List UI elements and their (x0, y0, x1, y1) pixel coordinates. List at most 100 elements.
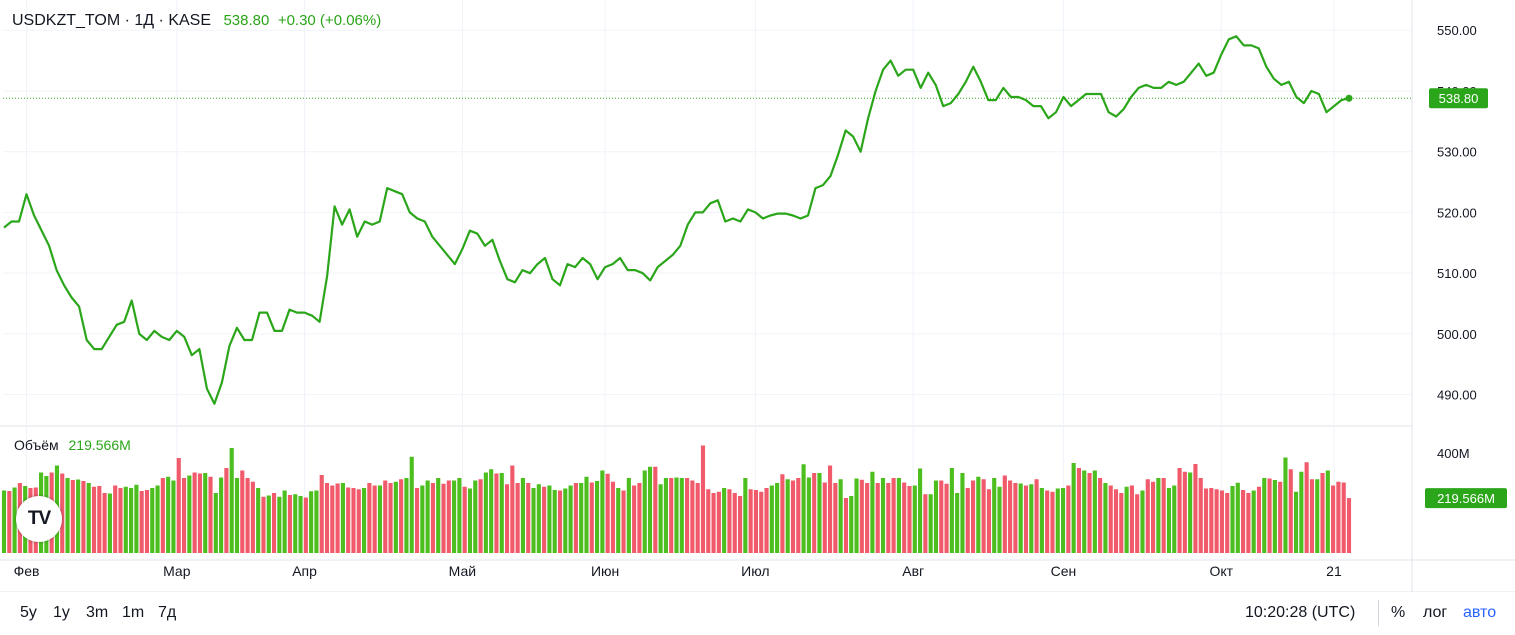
volume-bar (679, 478, 684, 553)
volume-bar (266, 495, 271, 553)
utc-clock[interactable]: 10:20:28 (UTC) (1245, 604, 1356, 621)
auto-scale-button[interactable]: авто (1463, 604, 1497, 621)
volume-bar (1045, 490, 1050, 553)
volume-bar (60, 473, 65, 553)
volume-bar (494, 473, 499, 553)
volume-bar (520, 478, 526, 553)
volume-bar (139, 491, 144, 553)
volume-bar (324, 483, 330, 553)
last-price-badge: 538.80 (1429, 88, 1488, 109)
volume-bar (1293, 491, 1299, 553)
volume-bar (420, 485, 425, 553)
volume-bar (1055, 488, 1060, 553)
volume-bar (1071, 463, 1076, 553)
volume-bar (1108, 485, 1113, 553)
volume-bar (939, 480, 944, 553)
volume-bar (780, 474, 785, 553)
volume-bar (393, 481, 398, 553)
volume-bar (642, 470, 647, 553)
volume-bar (107, 493, 112, 553)
volume-bar (1315, 479, 1320, 553)
volume-bar (319, 475, 324, 553)
volume-bar (557, 490, 563, 553)
volume-bar (102, 493, 107, 553)
volume-bar (1145, 479, 1150, 553)
volume-bar (377, 485, 383, 553)
chart-legend: USDKZT_TOM · 1Д · KASE 538.80 +0.30 (+0.… (12, 12, 381, 30)
volume-bar (992, 478, 997, 553)
volume-bar (160, 478, 165, 553)
volume-bar (123, 486, 128, 553)
volume-bar (1278, 481, 1283, 553)
time-tick-label: Апр (292, 563, 317, 579)
volume-bar (155, 485, 160, 553)
volume-bar (690, 480, 695, 553)
volume-bar (981, 479, 986, 553)
volume-bar (229, 448, 234, 553)
timeframe-1y-button[interactable]: 1y (53, 604, 70, 621)
volume-bar (399, 479, 404, 553)
chart-grid (0, 0, 1515, 592)
volume-bar (748, 489, 753, 553)
price-tick-label: 550.00 (1437, 23, 1477, 38)
volume-bar (467, 488, 473, 553)
volume-bar (499, 473, 504, 553)
volume-bar (483, 472, 488, 553)
volume-bar (372, 485, 377, 553)
volume-bar (1272, 480, 1277, 553)
volume-bar (1076, 468, 1082, 553)
volume-bar (12, 487, 17, 553)
volume-bar (960, 473, 965, 553)
volume-bar (1299, 471, 1304, 553)
volume-bar (171, 480, 176, 553)
volume-bar (933, 480, 939, 553)
volume-bar (1198, 478, 1203, 553)
volume-bar (685, 478, 690, 553)
tradingview-logo-icon[interactable]: TV (16, 496, 62, 542)
volume-bar (716, 491, 721, 553)
volume-bar (478, 479, 483, 553)
time-tick-label: Мар (163, 563, 191, 579)
volume-bar (1161, 478, 1166, 553)
timeframe-5y-button[interactable]: 5y (20, 604, 37, 621)
volume-bar (1346, 498, 1352, 553)
volume-bar (595, 481, 600, 553)
volume-bar (150, 488, 155, 553)
time-tick-label: Сен (1051, 563, 1077, 579)
timeframe-3m-button[interactable]: 3m (86, 604, 109, 621)
timeframe-1m-button[interactable]: 1m (122, 604, 145, 621)
volume-bar (97, 486, 102, 553)
timeframe-7d-button[interactable]: 7д (158, 604, 177, 621)
last-volume-badge: 219.566M (1425, 488, 1507, 509)
volume-bar (653, 466, 658, 553)
volume-bar (875, 483, 880, 553)
volume-bar (1029, 484, 1034, 553)
volume-bar (1103, 483, 1108, 553)
volume-bar (965, 488, 970, 553)
volume-bar (843, 498, 849, 553)
volume-bar (1135, 494, 1140, 553)
volume-bar (1251, 490, 1256, 553)
percent-scale-button[interactable]: % (1391, 604, 1406, 621)
volume-bar (865, 483, 870, 553)
volume-label: Объём (14, 437, 59, 453)
volume-bar (658, 484, 663, 553)
volume-bar (918, 468, 923, 553)
volume-bar (1050, 491, 1055, 553)
volume-bar (309, 491, 314, 553)
price-series-line (3, 35, 1350, 405)
volume-bar (1256, 486, 1262, 553)
price-chart[interactable]: 490.00500.00510.00520.00530.00540.00550.… (0, 0, 1515, 592)
volume-bar (1209, 488, 1214, 553)
symbol-title[interactable]: USDKZT_TOM · 1Д · KASE (12, 12, 212, 29)
volume-bar (1060, 488, 1066, 553)
volume-bar (753, 490, 758, 553)
log-scale-button[interactable]: лог (1423, 604, 1448, 621)
volume-bar (436, 478, 441, 553)
volume-bar (1082, 470, 1087, 553)
volume-bar (547, 485, 552, 553)
volume-bar (144, 490, 150, 553)
volume-bar (414, 488, 420, 553)
volume-bar (362, 488, 367, 553)
volume-bar (277, 496, 282, 553)
